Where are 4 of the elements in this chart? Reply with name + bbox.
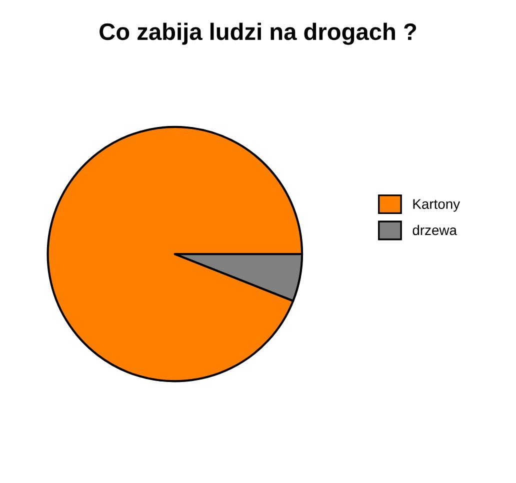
legend-label: Kartony xyxy=(413,199,460,212)
legend-label: drzewa xyxy=(412,224,457,236)
pie-slice xyxy=(46,126,304,382)
chart-title: Co zabija ludzi na drogach ? xyxy=(100,22,416,45)
